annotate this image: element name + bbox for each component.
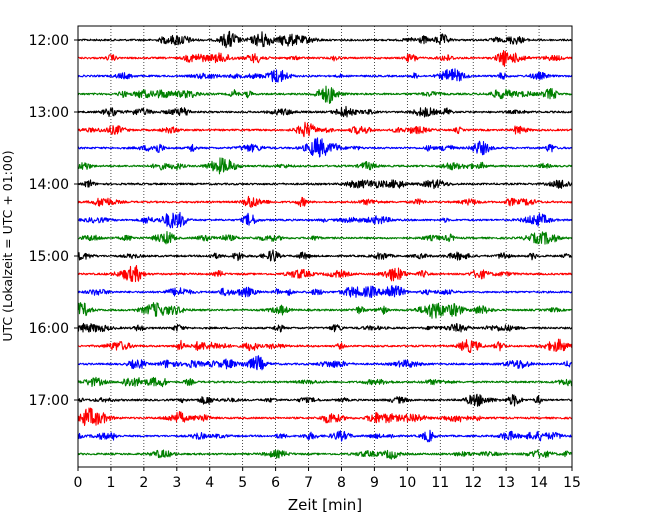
trace-line [77,376,573,388]
trace-line [77,231,573,245]
trace-line [77,30,573,49]
x-tick-label: 10 [398,475,416,491]
trace-line [77,393,573,407]
x-tick-label: 7 [304,475,313,491]
trace-line [77,285,573,299]
trace-line [77,338,573,354]
x-tick-label: 13 [497,475,515,491]
x-tick-label: 14 [530,475,548,491]
trace-line [77,211,573,229]
y-tick-label: 13:00 [29,105,69,121]
x-tick-label: 15 [563,475,581,491]
x-tick-label: 9 [370,475,379,491]
trace-line [77,429,573,443]
trace-line [77,322,573,333]
trace-line [77,121,573,138]
y-axis-ticks: 12:00 13:00 14:00 15:00 16:00 17:00 [29,33,78,409]
x-tick-label: 3 [172,475,181,491]
trace-line [77,195,573,209]
y-axis-label: UTC (Lokalzeit = UTC + 01:00) [0,150,15,341]
x-tick-label: 5 [238,475,247,491]
x-tick-label: 12 [464,475,482,491]
trace-line [77,302,573,319]
trace-line [77,449,573,460]
y-tick-label: 14:00 [29,177,69,193]
trace-line [77,265,573,283]
y-tick-label: 12:00 [29,33,69,49]
y-tick-label: 15:00 [29,249,69,265]
trace-line [77,355,573,371]
trace-line [77,179,573,190]
trace-lines [77,30,573,460]
x-tick-label: 2 [139,475,148,491]
trace-line [77,50,573,67]
x-tick-label: 1 [106,475,115,491]
x-tick-label: 0 [74,475,83,491]
trace-line [77,85,573,104]
x-tick-label: 6 [271,475,280,491]
plot-frame [77,25,573,468]
y-tick-label: 17:00 [29,393,69,409]
y-tick-label: 16:00 [29,321,69,337]
x-tick-label: 11 [431,475,449,491]
x-tick-label: 4 [205,475,214,491]
trace-line [77,68,573,83]
x-axis-label: Zeit [min] [288,496,362,514]
x-axis-ticks: 0 1 2 3 4 5 6 7 8 9 10 11 12 13 14 15 [74,467,581,491]
trace-line [77,249,573,262]
trace-line [77,157,573,175]
trace-line [77,407,573,427]
trace-line [77,137,573,158]
trace-line [77,105,573,118]
x-tick-label: 8 [337,475,346,491]
